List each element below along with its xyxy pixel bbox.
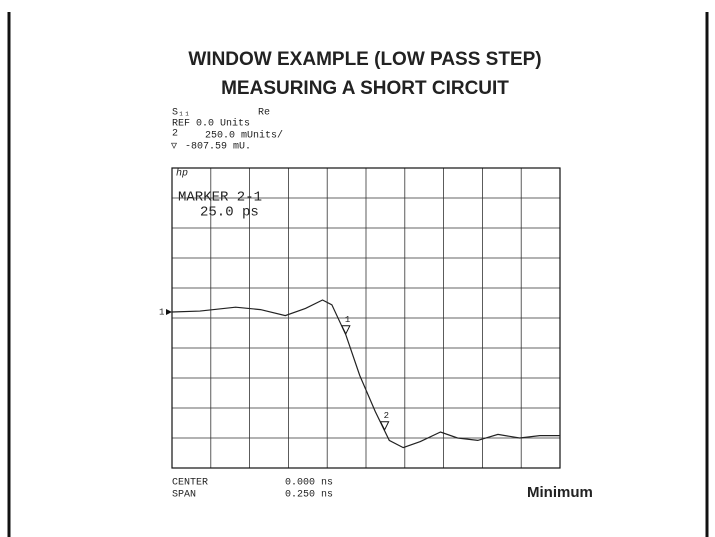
ref-marker: 1 [159, 307, 164, 317]
marker-delta: 25.0 ps [200, 205, 259, 221]
logo: hp [176, 168, 188, 180]
scale: 250.0 mUnits/ [205, 130, 283, 142]
marker [341, 325, 351, 335]
center-label: CENTER [172, 478, 208, 489]
subtitle: MEASURING A SHORT CIRCUIT [221, 78, 509, 99]
trace [171, 299, 560, 449]
plot-frame [171, 167, 561, 469]
span: 0.250 ns [285, 490, 333, 501]
channel: 2 [172, 129, 178, 140]
title: WINDOW EXAMPLE (LOW PASS STEP) [188, 49, 541, 70]
ref-arrow [166, 309, 172, 315]
span-label: SPAN [172, 490, 196, 501]
parameter: S₁₁ [172, 108, 190, 119]
center: 0.000 ns [285, 478, 333, 489]
marker [379, 421, 390, 431]
window: Minimum [527, 484, 593, 501]
format: Re [258, 108, 270, 119]
marker-label: 1 [345, 315, 350, 325]
marker-label: 2 [384, 411, 389, 421]
reference: REF 0.0 Units [172, 118, 250, 130]
marker-value: -807.59 mU. [185, 142, 251, 153]
marker-symbol: ▽ [171, 142, 177, 153]
